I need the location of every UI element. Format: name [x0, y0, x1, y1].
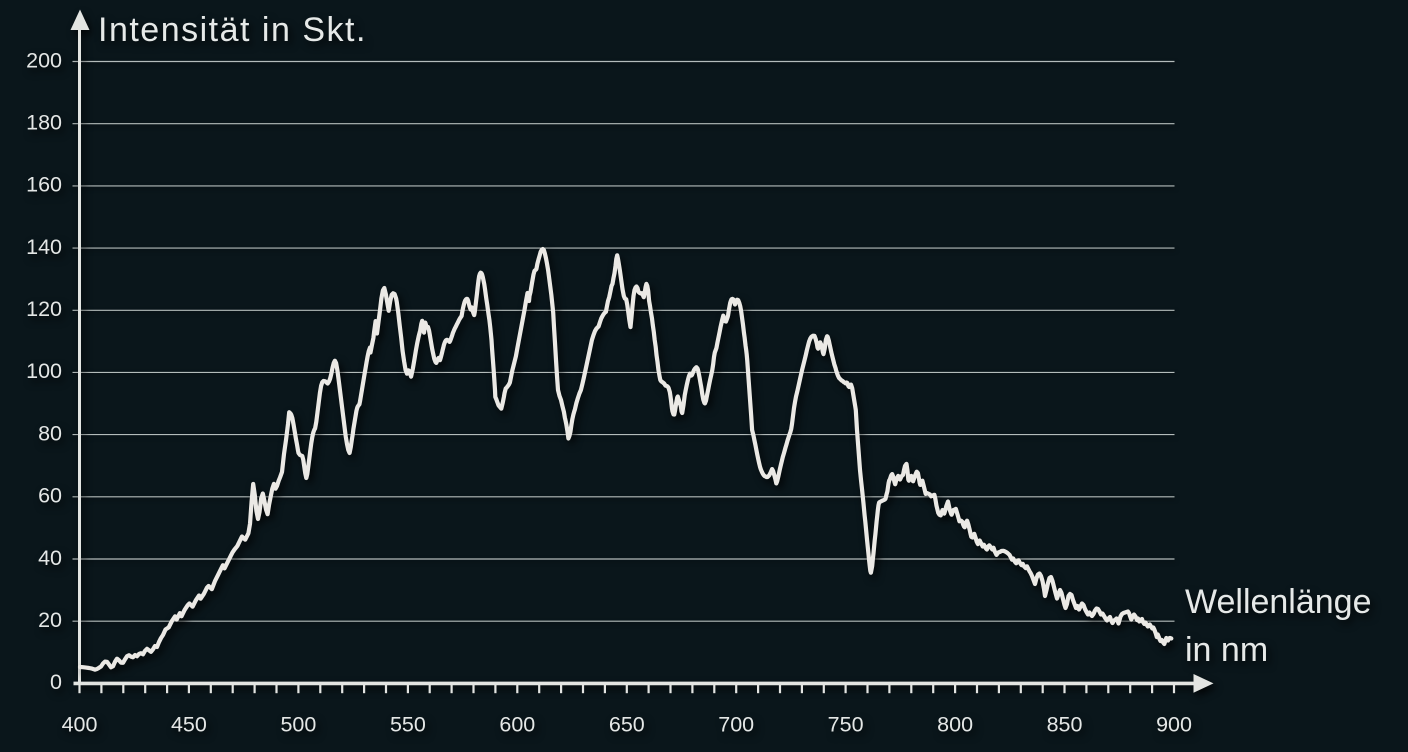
svg-text:500: 500 — [280, 713, 316, 737]
svg-text:800: 800 — [937, 713, 973, 737]
svg-text:in nm: in nm — [1185, 631, 1268, 669]
svg-text:120: 120 — [26, 297, 62, 321]
svg-text:600: 600 — [499, 713, 535, 737]
svg-text:80: 80 — [38, 421, 62, 445]
svg-text:180: 180 — [26, 111, 62, 135]
svg-text:140: 140 — [26, 235, 62, 259]
svg-text:Wellenlänge: Wellenlänge — [1185, 583, 1372, 621]
svg-text:550: 550 — [390, 713, 426, 737]
svg-text:650: 650 — [609, 713, 645, 737]
svg-text:400: 400 — [62, 713, 98, 737]
svg-text:850: 850 — [1047, 713, 1083, 737]
svg-text:40: 40 — [38, 546, 62, 570]
svg-text:750: 750 — [828, 713, 864, 737]
svg-text:200: 200 — [26, 48, 62, 72]
svg-text:900: 900 — [1156, 713, 1192, 737]
svg-text:20: 20 — [38, 608, 62, 632]
svg-text:0: 0 — [50, 670, 62, 694]
svg-text:450: 450 — [171, 713, 207, 737]
svg-text:Intensität in Skt.: Intensität in Skt. — [98, 11, 367, 49]
svg-text:700: 700 — [718, 713, 754, 737]
svg-text:60: 60 — [38, 484, 62, 508]
svg-text:100: 100 — [26, 359, 62, 383]
svg-text:160: 160 — [26, 173, 62, 197]
